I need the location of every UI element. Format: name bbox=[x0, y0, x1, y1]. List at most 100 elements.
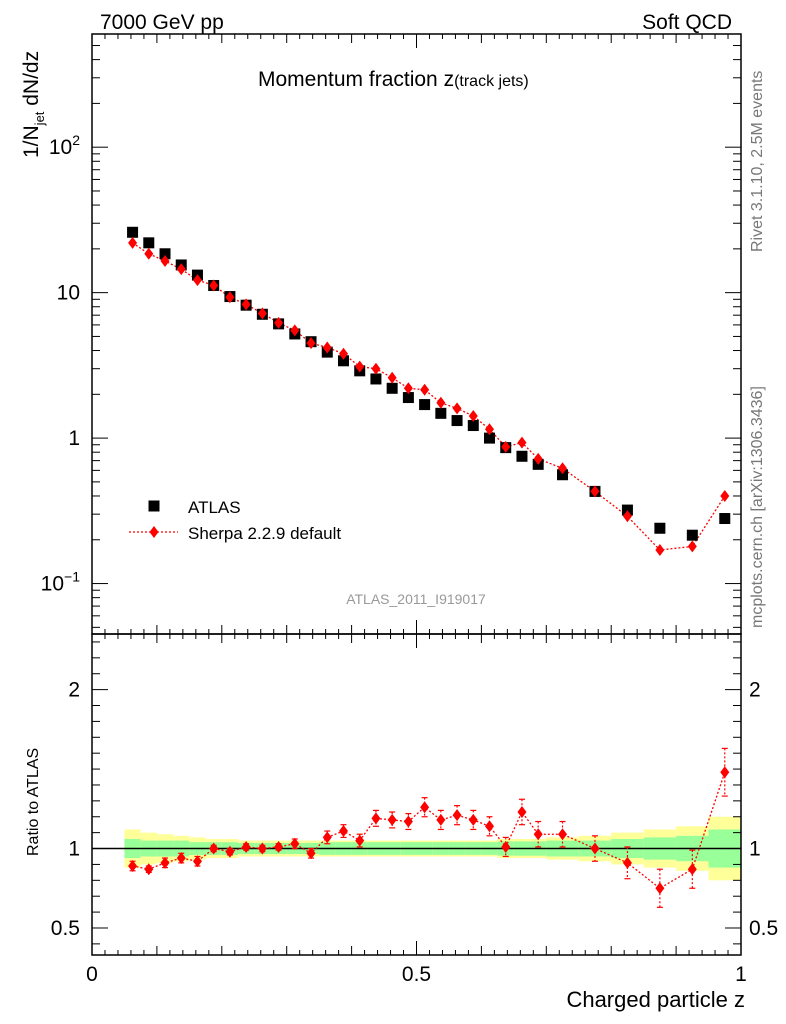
sherpa-line bbox=[132, 242, 726, 551]
x-tick-label: 0 bbox=[86, 963, 98, 986]
ratio-point bbox=[655, 882, 665, 895]
ratio-line bbox=[132, 772, 726, 890]
ratio-point bbox=[160, 856, 170, 869]
ratio-point bbox=[687, 863, 697, 876]
sherpa-point bbox=[533, 452, 543, 465]
ratio-point bbox=[501, 840, 511, 853]
ratio-point bbox=[241, 840, 251, 853]
atlas-point bbox=[621, 504, 633, 516]
sherpa-point bbox=[355, 360, 365, 373]
ratio-point bbox=[452, 809, 462, 822]
atlas-point bbox=[557, 469, 569, 481]
sherpa-point bbox=[517, 436, 527, 449]
sherpa-point bbox=[371, 362, 381, 375]
ratio-y-tick-label-right: 0.5 bbox=[749, 917, 778, 940]
ratio-point bbox=[355, 834, 365, 847]
sherpa-point bbox=[622, 510, 632, 523]
atlas-point bbox=[686, 529, 698, 541]
ratio-point bbox=[403, 815, 413, 828]
ratio-point bbox=[517, 805, 527, 818]
atlas-point bbox=[451, 415, 463, 427]
atlas-point bbox=[654, 522, 666, 534]
sherpa-point bbox=[160, 255, 170, 268]
ratio-point bbox=[290, 837, 300, 850]
ratio-point bbox=[533, 828, 543, 841]
main-panel-frame bbox=[91, 33, 742, 635]
sherpa-point bbox=[241, 298, 251, 311]
chart-title: Momentum fraction z(track jets) bbox=[258, 68, 529, 91]
atlas-point bbox=[467, 420, 479, 432]
main-y-tick-label: 102 bbox=[49, 132, 80, 159]
ratio-point bbox=[128, 860, 138, 873]
sherpa-point bbox=[274, 316, 284, 329]
atlas-point bbox=[484, 432, 496, 444]
main-y-axis-label: 1/Njet dN/dz bbox=[20, 51, 47, 158]
sherpa-point bbox=[501, 440, 511, 453]
legend-atlas-label: ATLAS bbox=[188, 498, 241, 517]
ratio-point bbox=[558, 828, 568, 841]
sherpa-point bbox=[687, 540, 697, 553]
main-y-tick-label: 10−1 bbox=[41, 569, 81, 596]
x-tick-label: 0.5 bbox=[402, 963, 431, 986]
sherpa-point bbox=[322, 341, 332, 354]
ratio-point bbox=[257, 842, 267, 855]
main-y-tick-label: 10 bbox=[57, 282, 80, 305]
atlas-point bbox=[370, 373, 382, 385]
ratio-point bbox=[590, 842, 600, 855]
ratio-point bbox=[176, 852, 186, 865]
sherpa-point bbox=[403, 382, 413, 395]
atlas-point bbox=[386, 382, 398, 394]
ratio-point bbox=[371, 812, 381, 825]
ratio-point bbox=[274, 840, 284, 853]
atlas-point bbox=[127, 226, 139, 238]
atlas-point bbox=[159, 248, 171, 260]
sherpa-point bbox=[420, 383, 430, 396]
legend-sherpa-marker bbox=[149, 526, 159, 538]
atlas-point bbox=[402, 392, 414, 404]
ratio-point bbox=[209, 842, 219, 855]
ratio-point bbox=[144, 863, 154, 876]
ratio-point bbox=[306, 847, 316, 860]
sherpa-point bbox=[144, 247, 154, 260]
ratio-point bbox=[322, 831, 332, 844]
main-y-tick-label: 1 bbox=[68, 427, 80, 450]
sherpa-point bbox=[387, 371, 397, 384]
analysis-tag: ATLAS_2011_I919017 bbox=[346, 591, 486, 607]
sherpa-point bbox=[590, 485, 600, 498]
ratio-point bbox=[485, 820, 495, 833]
sherpa-point bbox=[176, 263, 186, 276]
ratio-point bbox=[622, 856, 632, 869]
ratio-point bbox=[338, 825, 348, 838]
sherpa-point bbox=[558, 462, 568, 475]
sherpa-point bbox=[485, 423, 495, 436]
ratio-point bbox=[387, 813, 397, 826]
atlas-point bbox=[419, 399, 431, 411]
sherpa-point bbox=[257, 307, 267, 320]
rivet-version-label: Rivet 3.1.10, 2.5M events bbox=[749, 71, 766, 252]
ratio-y-tick-label-left: 2 bbox=[68, 679, 80, 702]
energy-label: 7000 GeV pp bbox=[100, 11, 224, 34]
ratio-y-tick-label-left: 0.5 bbox=[51, 917, 80, 940]
sherpa-point bbox=[128, 236, 138, 249]
ratio-y-tick-label-right: 1 bbox=[749, 838, 761, 861]
atlas-point bbox=[719, 513, 731, 525]
sherpa-point bbox=[720, 489, 730, 502]
sherpa-point bbox=[225, 291, 235, 304]
ratio-point bbox=[436, 813, 446, 826]
sherpa-point bbox=[306, 337, 316, 350]
atlas-point bbox=[143, 237, 155, 249]
x-axis-label: Charged particle z bbox=[566, 987, 745, 1012]
sherpa-point bbox=[192, 274, 202, 287]
atlas-point bbox=[435, 407, 447, 419]
legend-sherpa-label: Sherpa 2.2.9 default bbox=[188, 524, 341, 543]
ratio-y-axis-label: Ratio to ATLAS bbox=[25, 748, 42, 856]
sherpa-point bbox=[655, 544, 665, 557]
ratio-point bbox=[720, 766, 730, 779]
sherpa-point bbox=[468, 409, 478, 422]
category-label: Soft QCD bbox=[642, 11, 732, 34]
atlas-point bbox=[516, 450, 528, 462]
atlas-point bbox=[337, 355, 349, 367]
ratio-point bbox=[225, 845, 235, 858]
